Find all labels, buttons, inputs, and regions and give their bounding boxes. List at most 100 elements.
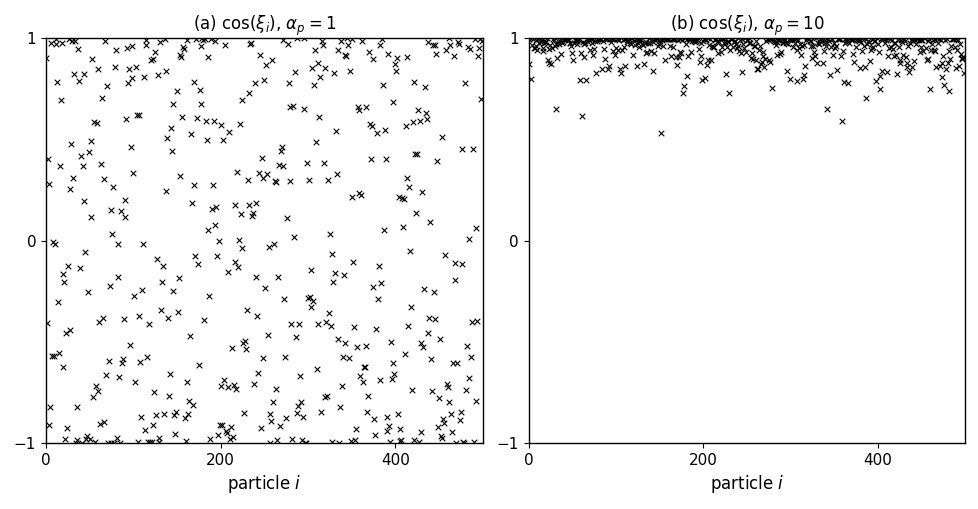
Point xyxy=(263,417,279,425)
Point xyxy=(335,270,351,278)
Point xyxy=(101,357,116,365)
Point xyxy=(582,35,598,43)
Point xyxy=(702,56,718,64)
Point xyxy=(47,239,63,247)
Point xyxy=(64,140,79,148)
Point xyxy=(248,273,264,281)
Point xyxy=(635,41,650,49)
Point xyxy=(188,35,203,43)
Point xyxy=(259,170,275,178)
Point xyxy=(458,386,473,394)
Point xyxy=(44,352,60,360)
Point xyxy=(866,37,881,45)
Point xyxy=(383,375,399,383)
Point xyxy=(354,37,370,45)
Point xyxy=(70,45,86,53)
Point xyxy=(433,133,449,142)
Point xyxy=(757,37,773,45)
Point xyxy=(679,35,694,43)
Point xyxy=(569,37,585,45)
Point xyxy=(657,35,673,43)
Point xyxy=(63,185,78,193)
Point xyxy=(245,380,261,388)
Point xyxy=(187,78,202,87)
Point xyxy=(118,115,134,123)
Point xyxy=(916,35,932,43)
Point xyxy=(837,39,853,47)
Point xyxy=(725,38,740,46)
Point xyxy=(422,314,437,322)
Point xyxy=(935,81,951,89)
Point xyxy=(877,36,893,44)
Point xyxy=(380,50,396,59)
Point xyxy=(342,437,358,445)
Point xyxy=(954,55,969,63)
Point xyxy=(693,75,709,83)
Point xyxy=(707,35,723,43)
Point xyxy=(796,71,812,79)
Point xyxy=(178,437,194,445)
Point xyxy=(951,62,966,70)
Point xyxy=(615,43,631,51)
Point xyxy=(656,55,672,64)
Point xyxy=(225,433,241,441)
Point xyxy=(631,35,646,43)
Point xyxy=(761,35,777,43)
Point xyxy=(258,61,274,69)
Point xyxy=(873,67,889,75)
Point xyxy=(267,177,283,185)
Point xyxy=(309,320,325,328)
Point xyxy=(276,295,291,303)
Point xyxy=(67,70,82,78)
Point xyxy=(885,39,901,47)
Point xyxy=(160,314,176,322)
Point xyxy=(468,224,484,233)
Point xyxy=(221,127,237,135)
Point xyxy=(194,42,209,50)
Point xyxy=(779,40,795,48)
Point xyxy=(703,42,719,50)
Point xyxy=(536,39,552,47)
Point xyxy=(909,36,924,44)
Point xyxy=(737,48,753,56)
Point xyxy=(832,52,848,61)
Point xyxy=(648,35,664,43)
Point xyxy=(780,35,796,43)
Point xyxy=(691,58,707,66)
Point xyxy=(667,35,683,43)
Point xyxy=(826,44,842,52)
Point xyxy=(550,37,565,45)
Point xyxy=(305,297,321,305)
Point xyxy=(111,373,127,381)
Point xyxy=(949,46,964,54)
Point xyxy=(328,127,343,135)
Point xyxy=(138,36,154,44)
Point xyxy=(745,41,761,49)
Point xyxy=(551,40,566,48)
Point xyxy=(410,106,425,115)
Point xyxy=(603,38,619,46)
Point xyxy=(947,64,962,72)
Point xyxy=(128,63,144,71)
Point xyxy=(692,52,708,60)
Point xyxy=(49,35,65,43)
Point xyxy=(211,237,227,245)
Point xyxy=(784,43,800,51)
Point xyxy=(689,34,705,42)
Point xyxy=(210,432,226,440)
Point xyxy=(106,183,121,191)
Point xyxy=(626,37,642,45)
Point xyxy=(727,37,742,45)
Point xyxy=(399,174,415,182)
Point xyxy=(689,36,704,44)
Point xyxy=(206,37,222,45)
Point xyxy=(937,65,953,73)
Point xyxy=(733,68,748,76)
Point xyxy=(85,393,101,401)
Point xyxy=(777,36,792,44)
Point xyxy=(424,41,440,49)
Point xyxy=(69,403,85,411)
Point xyxy=(637,38,652,46)
Point xyxy=(447,276,463,284)
Point xyxy=(622,40,638,48)
